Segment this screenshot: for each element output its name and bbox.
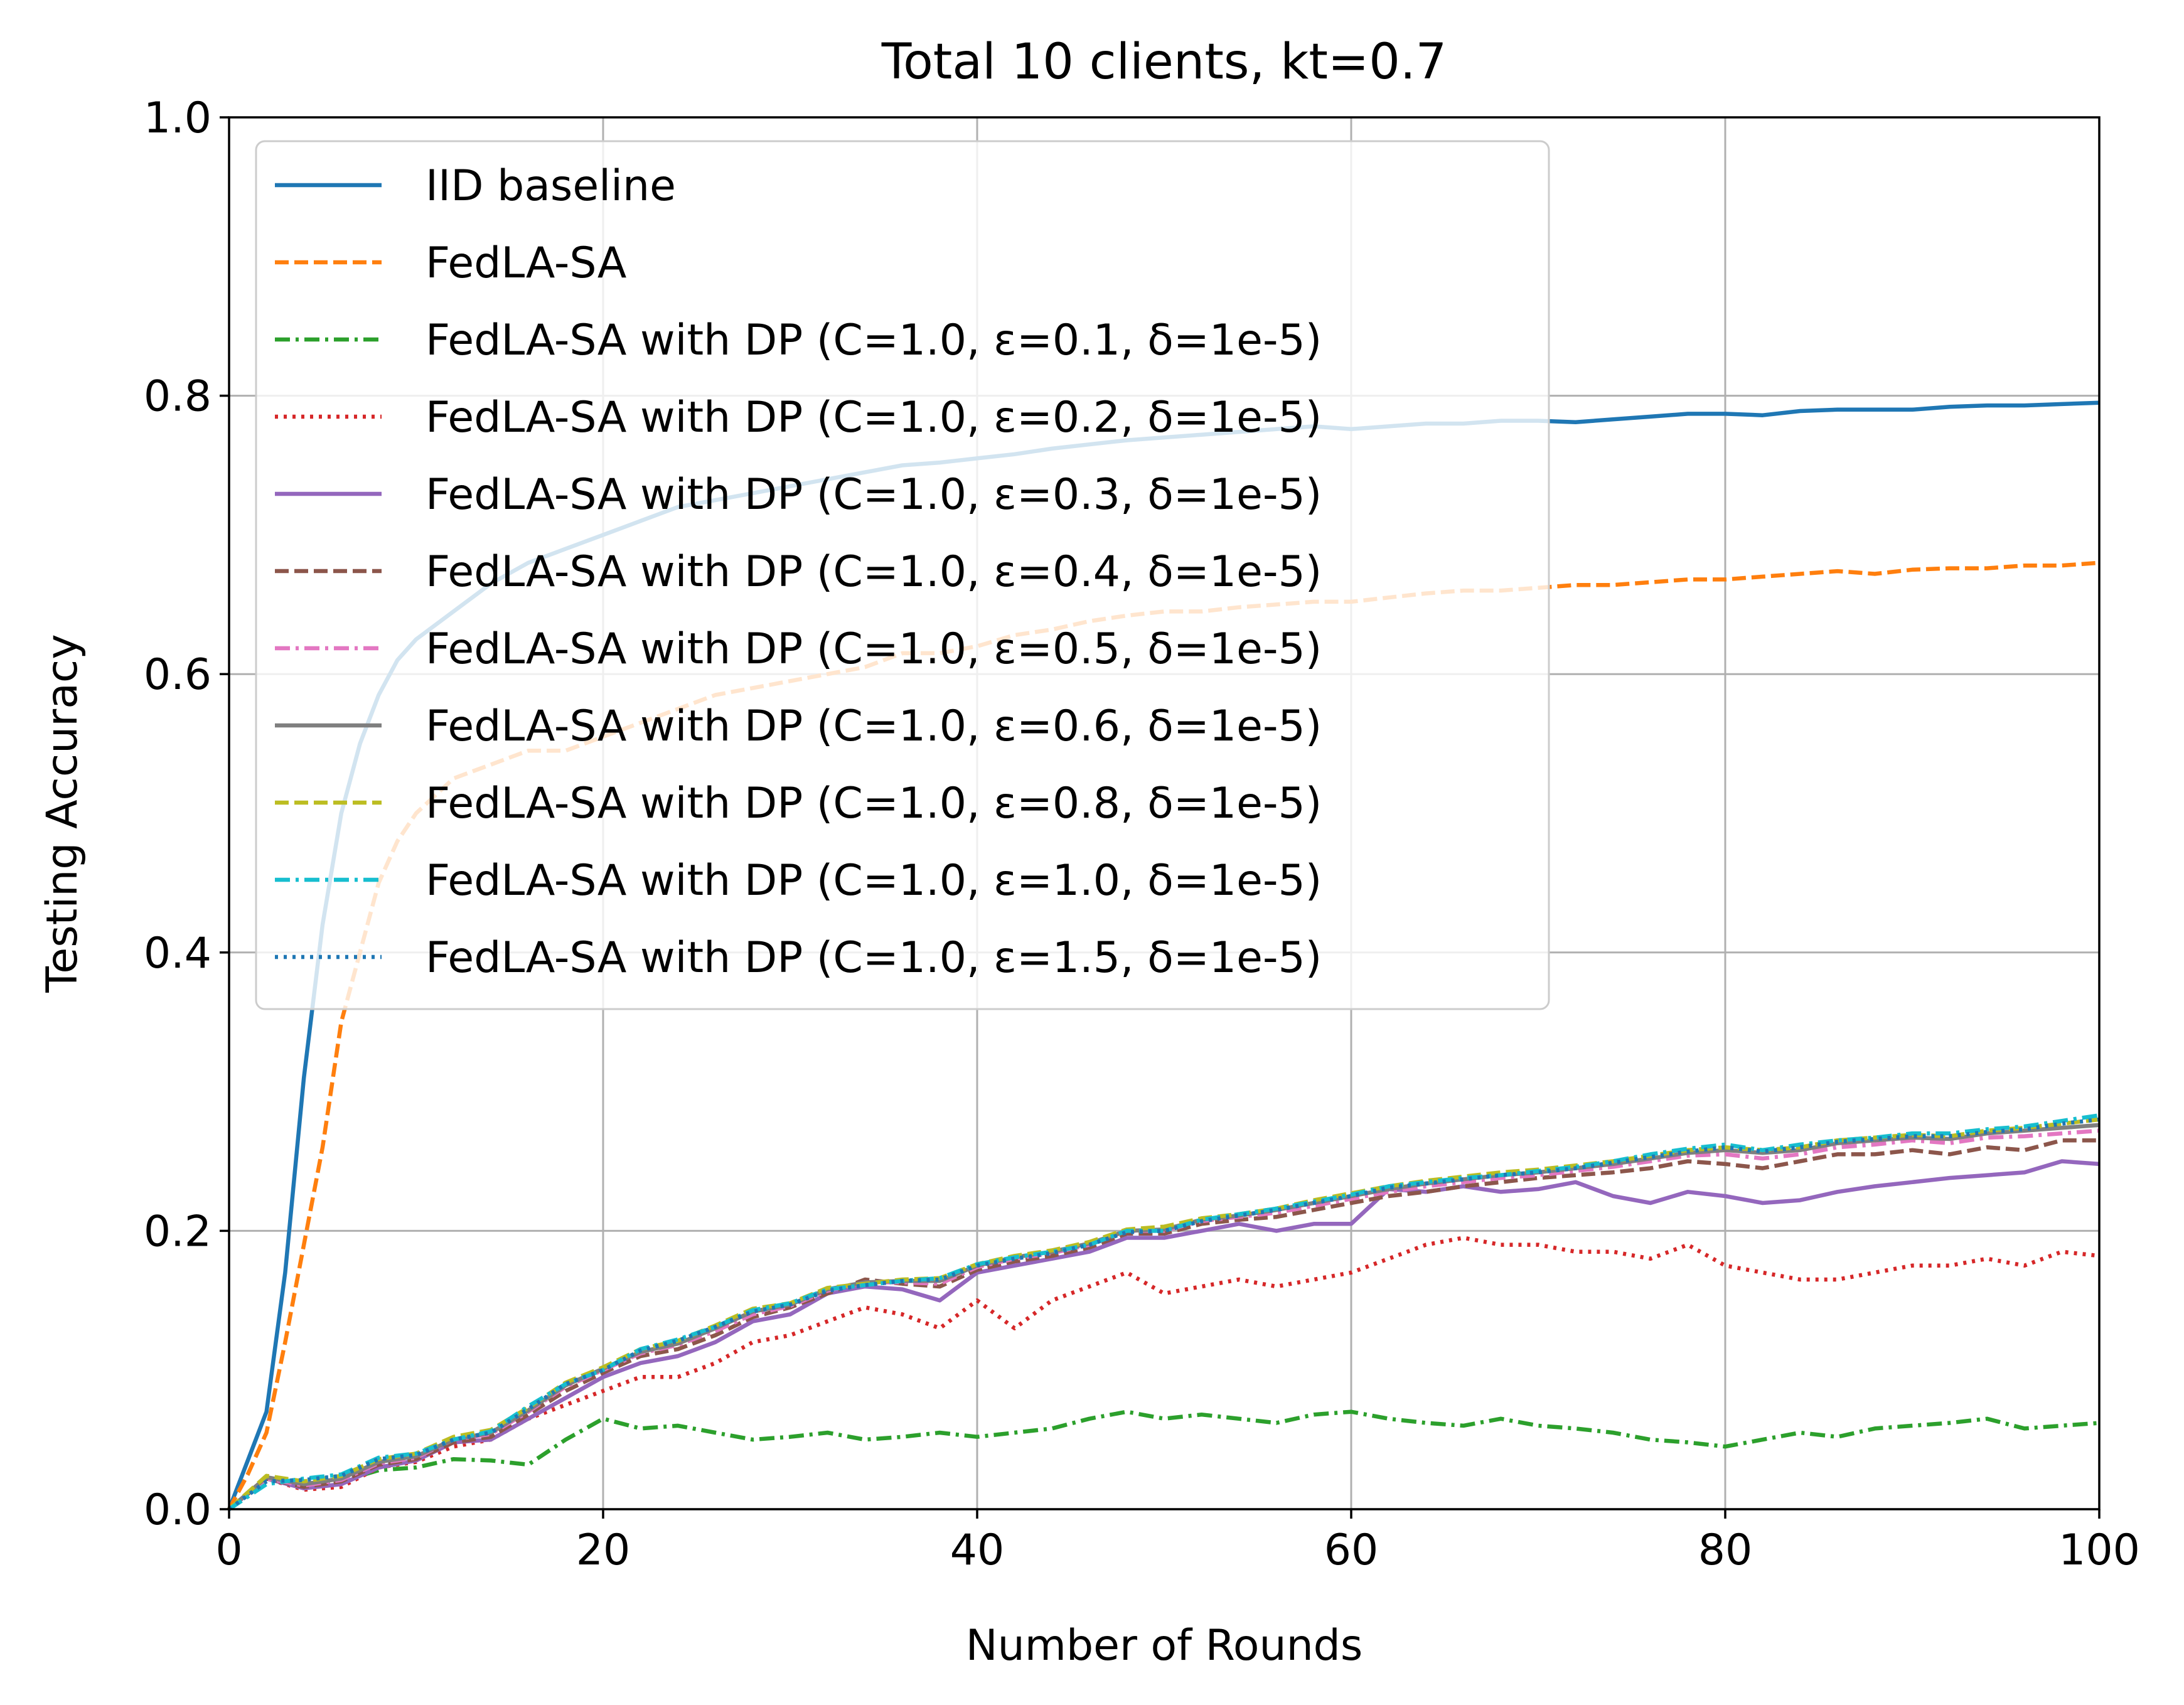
- legend-entry-label: FedLA-SA with DP (C=1.0, ε=0.6, δ=1e-5): [426, 702, 1322, 751]
- legend-entry-label: FedLA-SA with DP (C=1.0, ε=0.3, δ=1e-5): [426, 470, 1322, 520]
- y-axis-label: Testing Accuracy: [38, 634, 87, 993]
- legend-entry-label: FedLA-SA with DP (C=1.0, ε=0.5, δ=1e-5): [426, 624, 1322, 674]
- x-tick-label: 60: [1324, 1526, 1379, 1575]
- legend-entry-label: FedLA-SA with DP (C=1.0, ε=1.0, δ=1e-5): [426, 856, 1322, 906]
- series-line-7-fedla-sa-with-dp-c-1-0-0-6-1e-5: [227, 1123, 2100, 1511]
- x-tick-label: 80: [1698, 1526, 1753, 1575]
- y-tick-label: 0.2: [144, 1207, 211, 1256]
- series-line-5-fedla-sa-with-dp-c-1-0-0-4-1e-5: [227, 1138, 2099, 1511]
- legend-box: [255, 140, 1550, 1010]
- x-tick-label: 0: [215, 1526, 242, 1575]
- x-tick-label: 40: [950, 1526, 1005, 1575]
- y-tick-label: 0.8: [144, 372, 211, 422]
- x-axis-label: Number of Rounds: [966, 1621, 1363, 1670]
- legend-entry-label: FedLA-SA with DP (C=1.0, ε=0.8, δ=1e-5): [426, 779, 1322, 828]
- legend-entry-label: FedLA-SA with DP (C=1.0, ε=0.1, δ=1e-5): [426, 316, 1322, 365]
- series-line-2-fedla-sa-with-dp-c-1-0-0-1-1e-5: [227, 1409, 2100, 1511]
- y-tick-label: 0.6: [144, 650, 211, 700]
- series-line-9-fedla-sa-with-dp-c-1-0-1-0-1e-5: [228, 1113, 2100, 1511]
- series-line-4-fedla-sa-with-dp-c-1-0-0-3-1e-5: [227, 1159, 2100, 1511]
- chart-title: Total 10 clients, kt=0.7: [881, 34, 1447, 90]
- legend-entry-label: FedLA-SA with DP (C=1.0, ε=1.5, δ=1e-5): [426, 933, 1322, 983]
- legend: IID baseline FedLA-SA FedLA-SA with DP (C=…: [255, 140, 1550, 1010]
- x-tick-label: 100: [2058, 1526, 2140, 1575]
- x-tick-label: 20: [576, 1526, 631, 1575]
- series-line-1-fedla-sa: [227, 560, 2100, 1510]
- legend-entry-label: IID baseline: [426, 161, 676, 211]
- y-tick-label: 1.0: [144, 94, 211, 143]
- legend-entry-label: FedLA-SA with DP (C=1.0, ε=0.2, δ=1e-5): [426, 393, 1322, 442]
- legend-entry-label: FedLA-SA with DP (C=1.0, ε=0.4, δ=1e-5): [426, 547, 1322, 597]
- legend-entry-label: FedLA-SA: [426, 238, 626, 288]
- ticks: 0 20 40 60 80 100 0.0 0.2 0.4 0.6 0.8 1.0: [144, 94, 2140, 1575]
- y-tick-label: 0.4: [144, 929, 211, 978]
- axes-frame: [228, 116, 2101, 1510]
- y-tick-label: 0.0: [144, 1485, 211, 1535]
